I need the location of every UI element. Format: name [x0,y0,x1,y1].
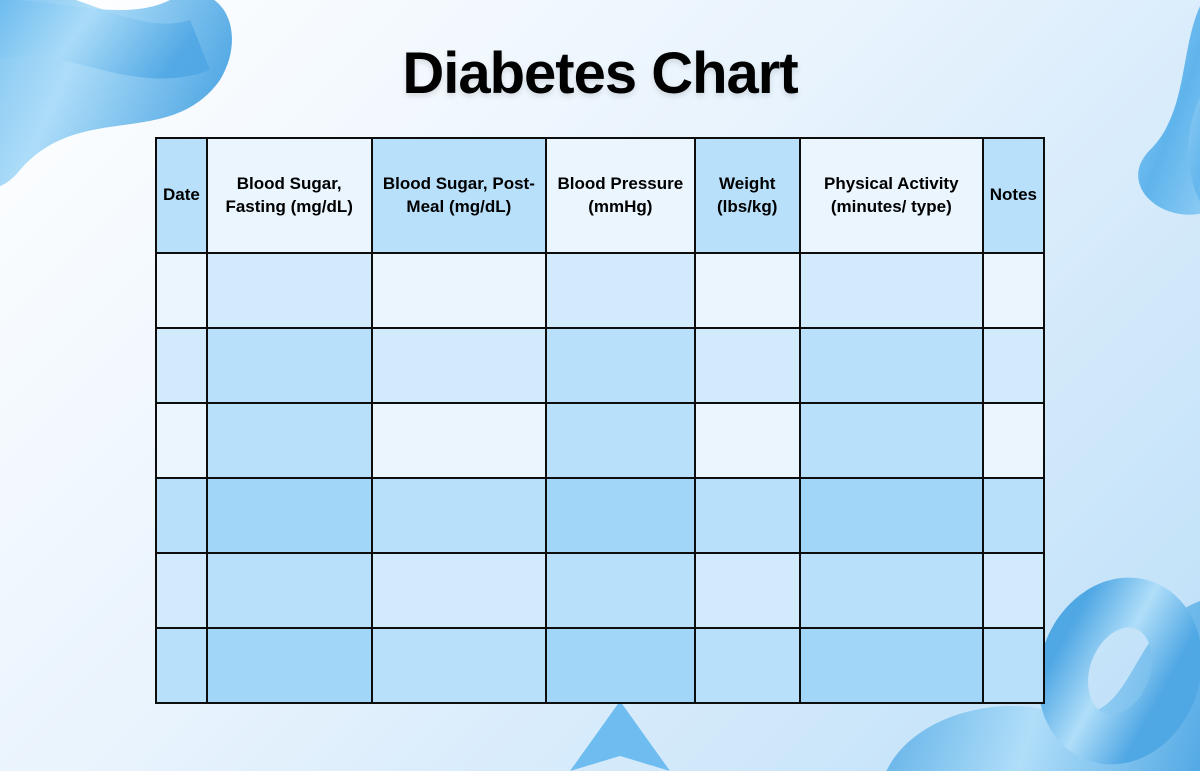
cell[interactable] [207,478,372,553]
col-notes: Notes [983,138,1044,253]
cell[interactable] [156,628,207,703]
table-row [156,628,1044,703]
cell[interactable] [983,328,1044,403]
cell[interactable] [695,253,800,328]
table-header-row: Date Blood Sugar, Fasting (mg/dL) Blood … [156,138,1044,253]
table-row [156,403,1044,478]
cell[interactable] [983,253,1044,328]
cell[interactable] [207,628,372,703]
col-date: Date [156,138,207,253]
cell[interactable] [983,478,1044,553]
cell[interactable] [800,553,983,628]
page-title: Diabetes Chart [402,40,797,107]
cell[interactable] [372,478,547,553]
cell[interactable] [156,253,207,328]
col-blood-pressure: Blood Pressure (mmHg) [546,138,694,253]
cell[interactable] [695,553,800,628]
cell[interactable] [983,628,1044,703]
cell[interactable] [800,628,983,703]
cell[interactable] [372,253,547,328]
cell[interactable] [983,403,1044,478]
cell[interactable] [207,328,372,403]
cell[interactable] [156,403,207,478]
table-row [156,553,1044,628]
cell[interactable] [207,253,372,328]
cell[interactable] [207,403,372,478]
cell[interactable] [695,403,800,478]
cell[interactable] [156,328,207,403]
table-row [156,328,1044,403]
cell[interactable] [372,628,547,703]
cell[interactable] [546,253,694,328]
cell[interactable] [156,553,207,628]
cell[interactable] [800,403,983,478]
col-blood-sugar-fasting: Blood Sugar, Fasting (mg/dL) [207,138,372,253]
cell[interactable] [983,553,1044,628]
cell[interactable] [207,553,372,628]
table-row [156,478,1044,553]
col-physical-activity: Physical Activity (minutes/ type) [800,138,983,253]
col-blood-sugar-postmeal: Blood Sugar, Post-Meal (mg/dL) [372,138,547,253]
cell[interactable] [695,328,800,403]
cell[interactable] [800,478,983,553]
cell[interactable] [800,328,983,403]
cell[interactable] [800,253,983,328]
cell[interactable] [372,328,547,403]
cell[interactable] [695,478,800,553]
cell[interactable] [372,403,547,478]
diabetes-log-table: Date Blood Sugar, Fasting (mg/dL) Blood … [155,137,1045,704]
cell[interactable] [546,478,694,553]
cell[interactable] [546,628,694,703]
table-row [156,253,1044,328]
cell[interactable] [372,553,547,628]
cell[interactable] [546,328,694,403]
table-body [156,253,1044,703]
cell[interactable] [546,403,694,478]
cell[interactable] [156,478,207,553]
cell[interactable] [546,553,694,628]
col-weight: Weight (lbs/kg) [695,138,800,253]
cell[interactable] [695,628,800,703]
